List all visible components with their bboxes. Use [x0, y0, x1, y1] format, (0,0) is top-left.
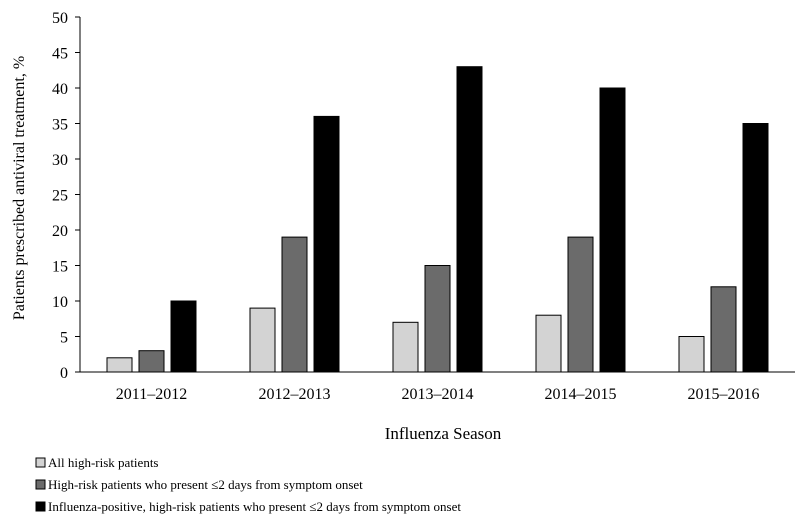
- x-tick-label: 2011–2012: [116, 386, 187, 403]
- y-axis-label: Patients prescribed antiviral treatment,…: [11, 56, 28, 320]
- legend: All high-risk patients High-risk patients…: [35, 455, 461, 514]
- bar: [281, 236, 308, 373]
- bar: [567, 236, 594, 373]
- bar: [313, 115, 340, 373]
- y-tick-label: 50: [52, 10, 68, 27]
- y-tick-label: 30: [52, 152, 68, 169]
- y-tick-label: 25: [52, 188, 68, 205]
- y-tick-label: 5: [60, 330, 68, 347]
- bar: [424, 265, 451, 373]
- bar: [710, 286, 737, 373]
- bar: [138, 350, 165, 373]
- legend-label: High-risk patients who present ≤2 days f…: [48, 477, 363, 492]
- bar: [249, 307, 276, 373]
- legend-swatch: [35, 457, 46, 468]
- x-tick-label: 2013–2014: [402, 386, 474, 403]
- y-tick-label: 40: [52, 81, 68, 98]
- y-axis: 0 5 10 15 20 25 30 35 40 45 50: [52, 10, 81, 382]
- legend-swatch: [35, 501, 46, 512]
- x-axis: 2011–2012 2012–2013 2013–2014 2014–2015 2015…: [80, 371, 795, 403]
- y-tick-label: 10: [52, 294, 68, 311]
- bars: [106, 66, 769, 373]
- y-tick-label: 35: [52, 117, 68, 134]
- x-tick-label: 2015–2016: [688, 386, 760, 403]
- bar: [170, 300, 197, 373]
- bar: [106, 357, 133, 373]
- y-tick-label: 15: [52, 259, 68, 276]
- x-tick-label: 2014–2015: [545, 386, 617, 403]
- bar: [599, 87, 626, 373]
- bar: [456, 66, 483, 373]
- bar: [742, 123, 769, 373]
- bar: [678, 336, 705, 373]
- bar: [535, 314, 562, 373]
- x-axis-label: Influenza Season: [385, 424, 502, 443]
- legend-label: Influenza-positive, high-risk patients w…: [48, 499, 461, 514]
- y-tick-label: 20: [52, 223, 68, 240]
- legend-swatch: [35, 479, 46, 490]
- legend-label: All high-risk patients: [48, 455, 159, 470]
- bar: [392, 321, 419, 373]
- y-tick-label: 0: [60, 365, 68, 382]
- x-tick-label: 2012–2013: [259, 386, 331, 403]
- y-tick-label: 45: [52, 46, 68, 63]
